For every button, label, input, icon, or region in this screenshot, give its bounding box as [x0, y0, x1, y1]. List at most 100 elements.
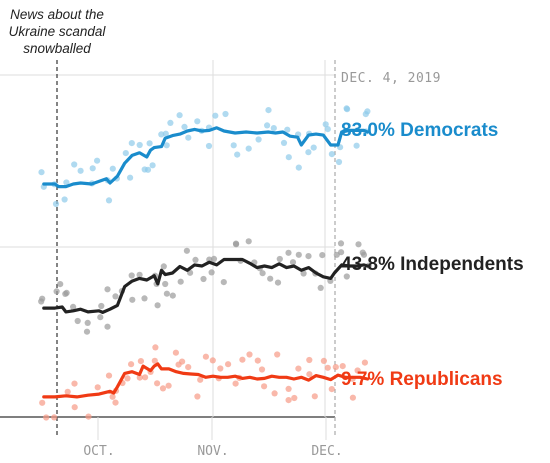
independents-poll-dot — [337, 240, 345, 247]
democrats-poll-dot — [122, 150, 129, 157]
date-label: DEC. 4, 2019 — [341, 71, 441, 86]
republicans-poll-dot — [151, 357, 158, 364]
republicans-poll-dot — [137, 358, 144, 365]
republicans-poll-dot — [361, 359, 368, 366]
independents-poll-dot — [300, 270, 307, 277]
democrats-poll-dot — [310, 144, 317, 151]
independents-poll-dot — [233, 241, 240, 248]
democrats-poll-dot — [324, 126, 331, 133]
republicans-poll-dot — [185, 364, 192, 371]
republicans-poll-dot — [339, 363, 346, 370]
republicans-poll-dot — [239, 356, 246, 363]
republicans-poll-dot — [324, 364, 331, 371]
independents-poll-dot — [160, 263, 167, 270]
x-tick-nov: NOV. — [197, 444, 228, 459]
democrats-poll-dot — [285, 154, 292, 161]
independents-poll-dot — [162, 280, 169, 288]
republicans-poll-dot — [332, 364, 339, 371]
republicans-poll-dot — [124, 375, 131, 382]
democrats-poll-dot — [89, 165, 96, 172]
republicans-poll-dot — [136, 374, 143, 381]
republicans-poll-dot — [202, 353, 209, 360]
independents-poll-dot — [295, 251, 302, 258]
republicans-poll-dot — [258, 366, 266, 373]
democrats-poll-dot — [364, 108, 371, 115]
independents-poll-dot — [154, 302, 161, 309]
democrats-poll-dot — [245, 145, 252, 152]
republicans-poll-dot — [320, 357, 327, 364]
independents-trend-line — [42, 257, 370, 314]
democrats-poll-dot — [136, 141, 143, 149]
democrats-poll-dot — [94, 157, 101, 164]
independents-poll-dot — [338, 249, 345, 256]
independents-poll-dot — [317, 284, 324, 291]
independents-poll-dot — [112, 293, 119, 300]
independents-poll-dot — [267, 275, 274, 282]
democrats-poll-dot — [353, 142, 360, 149]
democrats-poll-dot — [264, 122, 271, 129]
democrats-poll-dot — [212, 112, 219, 119]
republicans-poll-dot — [217, 365, 224, 372]
republicans-poll-dot — [85, 413, 92, 420]
independents-poll-dot — [245, 238, 252, 245]
independents-poll-dot — [183, 247, 190, 254]
republicans-poll-dot — [285, 385, 292, 392]
independents-poll-dot — [289, 259, 297, 266]
event-annotation-line-3: snowballed — [23, 41, 91, 56]
independents-poll-dot — [359, 249, 366, 256]
independents-poll-dot — [83, 328, 91, 335]
independents-poll-dot — [177, 278, 184, 285]
independents-poll-dot — [57, 281, 64, 288]
event-annotation-line-2: Ukraine scandal — [9, 24, 107, 39]
x-tick-oct: OCT. — [83, 444, 114, 459]
republicans-poll-dot — [328, 386, 335, 393]
independents-poll-dot — [129, 296, 136, 303]
independents-label: 43.8% Independents — [341, 254, 524, 275]
democrats-poll-dot — [305, 149, 312, 156]
independents-poll-dot — [141, 295, 148, 302]
democrats-poll-dot — [255, 136, 262, 143]
independents-poll-dot — [276, 255, 283, 263]
republicans-poll-dot — [354, 367, 361, 374]
democrats-poll-dot — [109, 165, 116, 172]
democrats-poll-dot — [194, 118, 201, 125]
republicans-poll-dot — [306, 371, 313, 378]
democrats-poll-dot — [343, 105, 350, 112]
republicans-poll-dot — [64, 388, 71, 395]
independents-poll-dot — [104, 323, 111, 330]
democrats-poll-dot — [295, 164, 302, 171]
republicans-poll-dot — [194, 393, 201, 400]
republicans-poll-dot — [209, 357, 216, 364]
independents-poll-dot — [169, 292, 176, 299]
democrats-poll-dot — [127, 174, 134, 181]
republicans-poll-dot — [165, 382, 172, 389]
independents-poll-dot — [53, 288, 60, 295]
republicans-poll-dot — [246, 351, 253, 358]
independents-poll-dot — [355, 241, 362, 248]
republicans-poll-dot — [232, 380, 239, 387]
independents-poll-dot — [128, 272, 135, 279]
republicans-poll-dot — [291, 394, 298, 402]
democrats-poll-dot — [149, 162, 156, 169]
independents-poll-dot — [274, 279, 282, 286]
republicans-trend-line — [42, 362, 370, 399]
independents-poll-dot — [319, 252, 326, 259]
independents-poll-dot — [192, 256, 199, 263]
independents-poll-dot — [74, 317, 81, 325]
republicans-poll-dot — [43, 414, 50, 421]
independents-poll-dot — [343, 273, 350, 280]
democrats-poll-dot — [61, 196, 68, 203]
democrats-poll-dot — [105, 197, 113, 204]
independents-poll-dot — [84, 319, 91, 326]
republicans-poll-dot — [39, 399, 46, 406]
democrats-trend-line — [42, 126, 370, 189]
independents-poll-dot — [208, 269, 215, 276]
republicans-label: 9.7% Republicans — [341, 369, 503, 390]
democrats-poll-dot — [185, 134, 192, 141]
independents-poll-dot — [136, 271, 143, 278]
independents-poll-dot — [104, 286, 111, 293]
republicans-poll-dot — [349, 394, 356, 401]
republicans-poll-dot — [105, 372, 113, 379]
democrats-poll-dot — [176, 112, 183, 119]
republicans-poll-dot — [154, 380, 161, 387]
